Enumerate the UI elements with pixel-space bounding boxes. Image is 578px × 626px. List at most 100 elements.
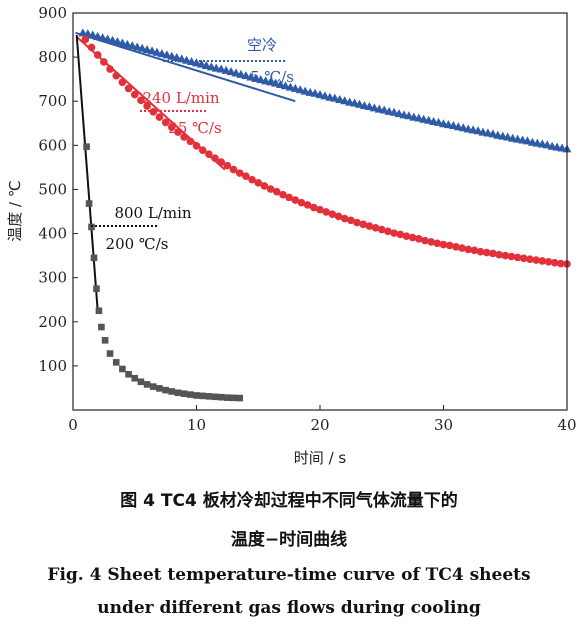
series-name-label: 240 L/min [142,89,219,107]
y-tick-label: 800 [38,48,67,66]
data-point [476,247,485,256]
data-point [108,35,118,44]
data-point [297,198,306,207]
data-point [365,222,374,230]
data-point [364,102,374,111]
data-point [526,255,534,263]
data-point [353,218,361,227]
x-axis-label: 时间 / s [294,449,347,467]
data-point [448,120,458,129]
x-tick-label: 20 [310,416,329,434]
data-point [162,50,172,59]
y-tick-label: 700 [38,92,67,110]
data-point [201,60,211,69]
data-point [81,35,90,44]
data-point [503,132,513,141]
x-tick-label: 40 [557,416,576,434]
data-point [226,67,236,76]
x-tick-label: 0 [68,416,78,434]
data-point [369,103,379,112]
data-point [280,81,290,90]
data-point [310,203,318,212]
data-point [172,53,182,62]
data-point [291,196,300,204]
data-point [538,257,547,265]
data-point [161,118,170,127]
data-point [98,323,105,331]
data-point [83,29,93,38]
data-point [241,71,251,80]
axis-ticks: 0 10 20 30 40 100 200 300 400 500 600 700 800 900 [38,4,576,434]
data-point [101,337,109,344]
data-points [78,28,572,402]
data-point [246,72,256,81]
y-tick-label: 300 [38,269,67,287]
data-point [340,214,349,223]
data-point [98,33,108,42]
data-point [495,250,503,259]
data-point [328,210,337,218]
caption-cn-line2: 温度−时间曲线 [230,530,348,550]
data-point [147,46,157,55]
data-point [340,96,350,105]
data-point [124,84,133,93]
data-point [223,161,232,170]
y-tick-label: 600 [38,136,67,154]
data-point [266,185,275,193]
data-point [371,224,380,232]
data-point [489,249,497,258]
series-name-label: 空冷 [247,36,277,54]
data-point [256,75,266,84]
data-point [156,385,163,392]
data-point [117,38,127,47]
data-point [334,212,343,221]
data-point [221,65,231,74]
data-point [131,374,139,382]
data-point [513,253,522,262]
data-point [522,136,532,145]
data-point [507,252,516,261]
data-point [519,254,528,263]
data-point [217,393,225,401]
data-point [355,99,365,108]
data-point [424,115,434,124]
data-point [458,123,468,132]
data-point [266,77,276,86]
y-tick-label: 100 [38,357,67,375]
data-point [439,240,448,249]
data-point [162,386,169,394]
data-point [359,220,368,229]
data-point [248,175,256,184]
data-point [384,227,392,236]
data-point [532,256,540,264]
data-point [379,105,389,114]
data-point [414,113,424,122]
data-point [271,78,281,87]
data-point [187,391,194,398]
fit-line [75,31,296,103]
data-point [168,123,176,132]
data-point [112,359,120,366]
data-point [180,390,188,397]
data-point [118,78,127,87]
data-point [235,169,244,177]
data-point [421,236,429,245]
data-point [402,232,411,241]
data-point [142,45,152,54]
data-point [206,62,216,71]
data-point [192,141,201,150]
chart-labels: 空冷 5 ℃/s 240 L/min 25 ℃/s 800 L/min 200 ℃/s [91,36,294,253]
data-point [285,82,295,91]
data-point [300,86,310,95]
data-point [88,30,98,39]
data-point [83,143,90,150]
data-point [216,64,226,73]
data-point [152,47,162,56]
data-point [396,230,405,239]
data-point [501,251,510,260]
data-point [180,133,188,141]
data-point [251,73,261,82]
data-point [174,128,182,136]
data-point [199,392,206,400]
data-point [452,242,460,251]
